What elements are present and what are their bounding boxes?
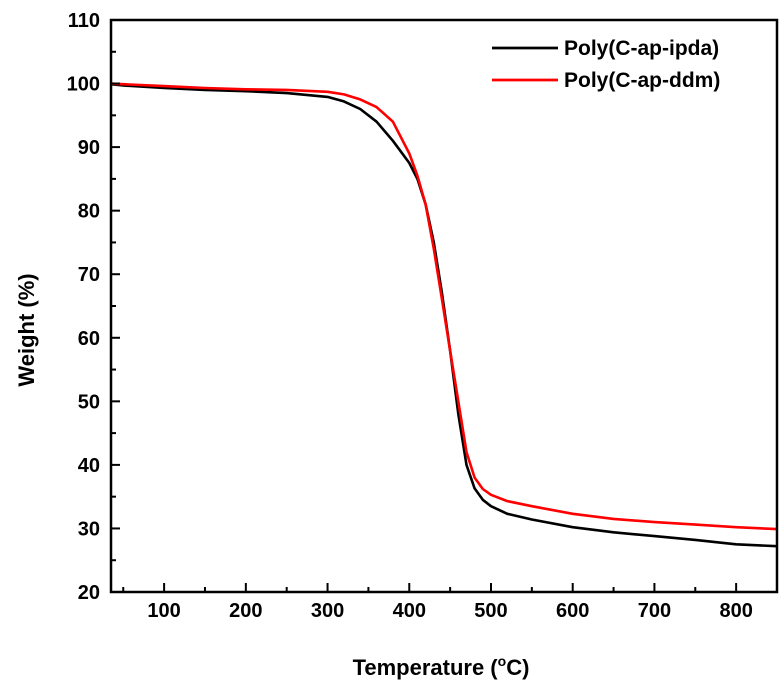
y-tick-label-50: 50 bbox=[78, 391, 100, 413]
y-tick-label-90: 90 bbox=[78, 137, 100, 159]
x-tick-label-100: 100 bbox=[147, 600, 180, 622]
y-tick-label-60: 60 bbox=[78, 328, 100, 350]
series-line-2 bbox=[111, 84, 777, 529]
y-tick-label-80: 80 bbox=[78, 201, 100, 223]
x-tick-label-300: 300 bbox=[311, 600, 344, 622]
x-tick-label-400: 400 bbox=[393, 600, 426, 622]
x-tick-label-600: 600 bbox=[556, 600, 589, 622]
legend-label-1: Poly(C-ap-ipda) bbox=[564, 37, 719, 60]
x-tick-label-200: 200 bbox=[229, 600, 262, 622]
legend-label-2: Poly(C-ap-ddm) bbox=[564, 69, 720, 92]
y-tick-label-100: 100 bbox=[67, 74, 100, 96]
x-tick-label-800: 800 bbox=[719, 600, 752, 622]
y-tick-label-70: 70 bbox=[78, 264, 100, 286]
y-tick-label-30: 30 bbox=[78, 518, 100, 540]
series-layer bbox=[111, 84, 777, 547]
x-tick-label-500: 500 bbox=[474, 600, 507, 622]
legend: Poly(C-ap-ipda) Poly(C-ap-ddm) bbox=[492, 37, 720, 92]
ticks-layer: 100 200 300 400 500 600 700 800 20 30 40 50 60 70 80 90… bbox=[67, 10, 753, 622]
y-tick-label-20: 20 bbox=[78, 582, 100, 604]
x-tick-label-700: 700 bbox=[638, 600, 671, 622]
y-tick-label-110: 110 bbox=[68, 10, 100, 32]
x-axis-label: Temperature (oC) bbox=[353, 653, 530, 680]
y-axis-label: Weight (%) bbox=[14, 273, 39, 386]
y-tick-label-40: 40 bbox=[78, 455, 100, 477]
